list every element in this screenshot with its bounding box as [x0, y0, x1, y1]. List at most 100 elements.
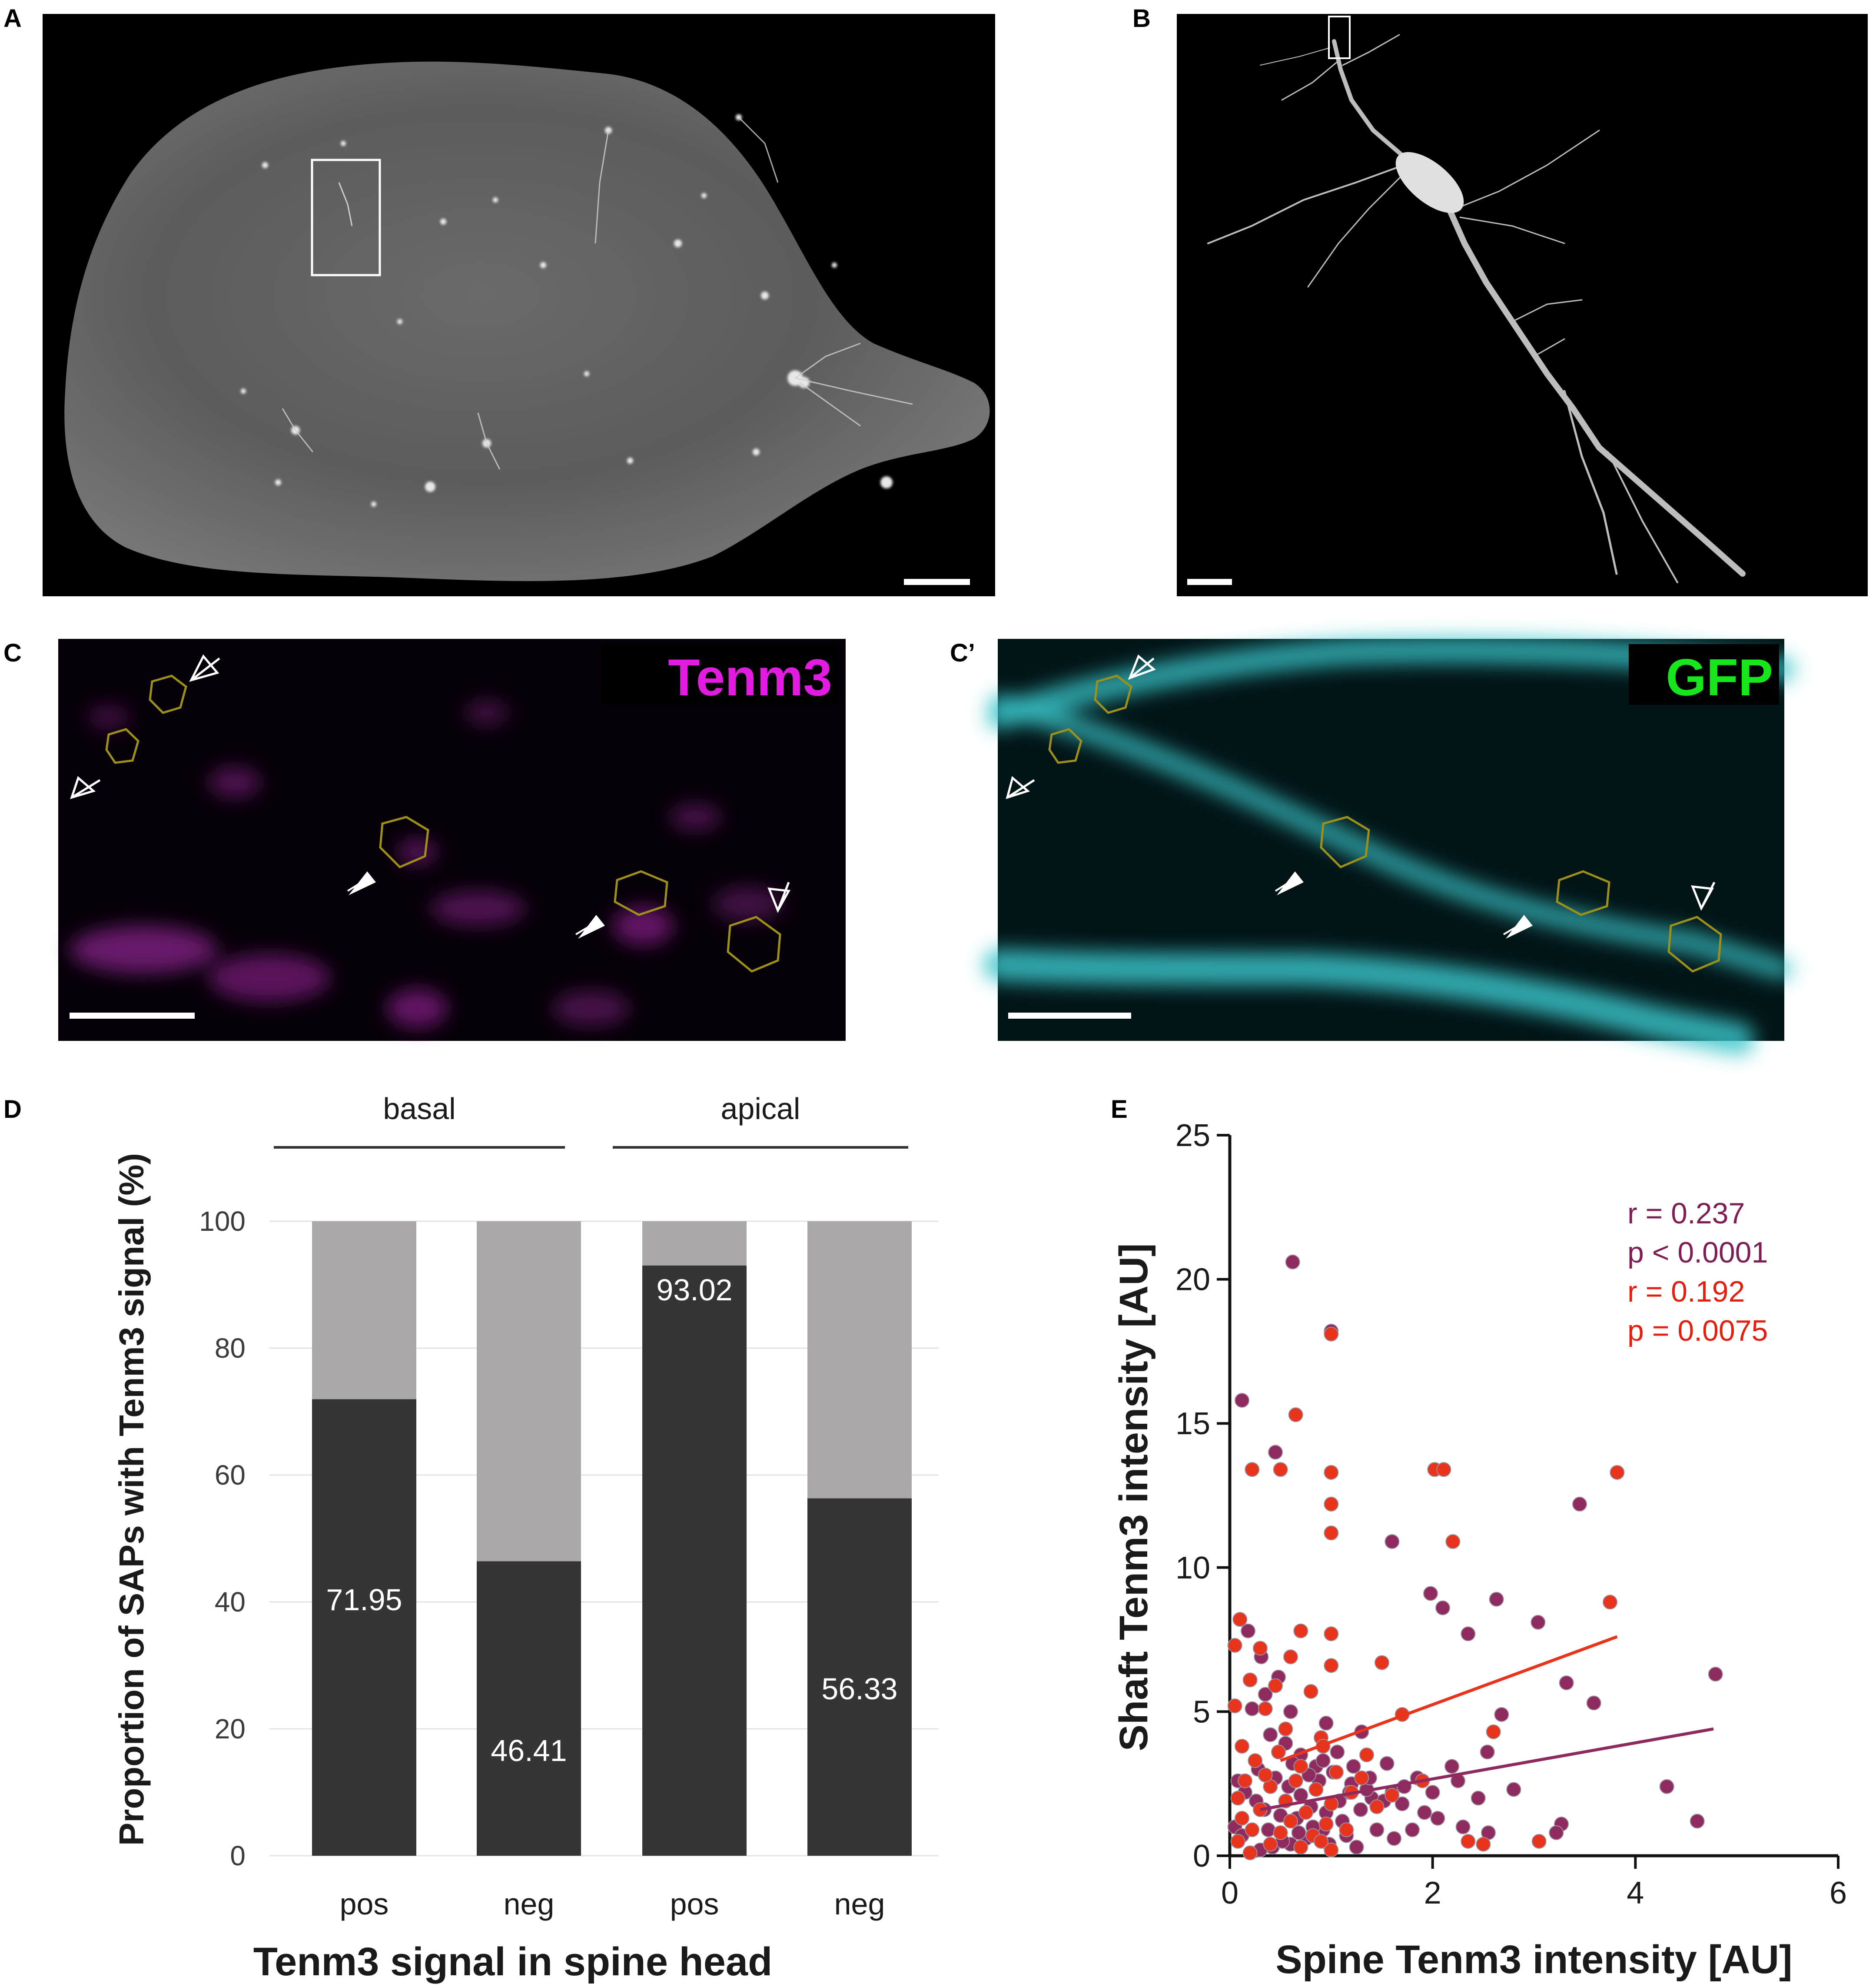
scale-bar-a — [904, 579, 970, 585]
fit-line-purple — [1260, 1727, 1714, 1811]
spine-roi-outlines — [105, 675, 781, 973]
y-tick-label: 100 — [199, 1206, 246, 1237]
x-axis-title: Spine Tenm3 intensity [AU] — [1275, 1937, 1792, 1982]
stat-annotation: p = 0.0075 — [1627, 1314, 1768, 1347]
chart-d: 0 20 40 60 80 100 basal apical 71.95 pos 46.41 neg 9… — [112, 1092, 939, 1984]
x-tick-label: pos — [670, 1887, 719, 1921]
scatter-point-red — [1242, 1672, 1258, 1688]
scatter-point-red — [1531, 1834, 1547, 1849]
scatter-point-purple — [1241, 1623, 1255, 1638]
bar-segment — [312, 1399, 416, 1856]
scatter-point-purple — [1659, 1779, 1674, 1794]
scatter-point-purple — [1405, 1822, 1420, 1837]
scatter-point-red — [1235, 1811, 1249, 1826]
scatter-point-purple — [1444, 1759, 1459, 1774]
scatter-point-red — [1273, 1825, 1288, 1840]
scatter-point-red — [1227, 1638, 1242, 1653]
bar-segment — [642, 1265, 747, 1856]
scatter-point-red — [1242, 1845, 1258, 1861]
scatter-point-red — [1248, 1753, 1263, 1768]
y-tick-label: 0 — [1193, 1839, 1210, 1874]
scatter-point-red — [1268, 1678, 1283, 1693]
scatter-point-red — [1354, 1770, 1369, 1785]
scatter-point-purple — [1461, 1626, 1476, 1641]
scale-bar-c-prime — [1008, 1013, 1131, 1019]
scatter-point-purple — [1425, 1785, 1440, 1800]
scatter-point-purple — [1549, 1825, 1564, 1840]
panel-label-b: B — [1132, 4, 1151, 33]
scatter-point-purple — [1455, 1819, 1471, 1834]
scatter-point-red — [1375, 1655, 1389, 1670]
scatter-point-red — [1324, 1465, 1339, 1480]
scatter-point-purple — [1708, 1667, 1723, 1682]
scatter-point-red — [1461, 1834, 1476, 1849]
scatter-point-purple — [1353, 1802, 1368, 1817]
scatter-point-red — [1235, 1738, 1249, 1754]
inset-box-a — [311, 159, 381, 276]
panel-c: C Tenm3 — [3, 639, 846, 1041]
panel-c-prime: C’ GFP — [950, 637, 1795, 1055]
scatter-point-red — [1445, 1534, 1461, 1549]
scatter-point-purple — [1471, 1791, 1486, 1806]
bar-value-label: 71.95 — [326, 1583, 402, 1617]
scatter-point-red — [1288, 1773, 1303, 1788]
scatter-point-red — [1230, 1791, 1245, 1806]
scatter-point-red — [1283, 1649, 1298, 1665]
scale-bar-b — [1187, 579, 1232, 585]
scatter-point-red — [1245, 1822, 1260, 1837]
x-tick-label: neg — [504, 1887, 554, 1921]
scatter-point-purple — [1318, 1715, 1334, 1731]
scatter-point-purple — [1330, 1744, 1345, 1760]
scatter-point-purple — [1346, 1759, 1361, 1774]
scatter-point-red — [1486, 1724, 1501, 1739]
neuron-soma — [1395, 152, 1464, 213]
scatter-point-red — [1369, 1799, 1385, 1814]
y-tick-label: 40 — [215, 1586, 246, 1618]
bar-remainder — [642, 1221, 747, 1266]
scatter-point-purple — [1480, 1744, 1495, 1760]
y-axis-title: Proportion of SAPs with Tenm3 signal (%) — [112, 1153, 151, 1846]
inset-box-b — [1328, 16, 1351, 59]
scatter-point-red — [1436, 1462, 1451, 1477]
scatter-point-red — [1263, 1837, 1278, 1852]
scatter-point-red — [1385, 1788, 1400, 1803]
scatter-point-red — [1238, 1773, 1252, 1788]
scatter-point-red — [1288, 1407, 1303, 1422]
scatter-point-red — [1476, 1837, 1491, 1852]
fit-line-red — [1280, 1635, 1618, 1762]
scatter-point-red — [1324, 1658, 1339, 1673]
y-tick-label: 20 — [1175, 1263, 1210, 1297]
scatter-point-purple — [1423, 1586, 1438, 1601]
panel-label-e: E — [1111, 1095, 1128, 1123]
scatter-point-purple — [1315, 1753, 1331, 1768]
bar-value-label: 56.33 — [821, 1672, 897, 1706]
chart-e: 0 5 10 15 20 25 0 2 4 6 r = 0.237 p < 0.0001 r = 0.1… — [1112, 1118, 1847, 1982]
scatter-point-purple — [1430, 1811, 1445, 1826]
scatter-point-red — [1227, 1698, 1242, 1714]
scatter-point-purple — [1494, 1707, 1509, 1722]
y-tick-label: 60 — [215, 1459, 246, 1491]
scatter-point-purple — [1235, 1393, 1249, 1408]
arrowheads-filled-gfp — [1275, 871, 1533, 939]
panel-c-background — [58, 639, 846, 1041]
y-tick-label: 25 — [1175, 1118, 1210, 1153]
bar-remainder — [807, 1221, 912, 1499]
panel-e: E 0 5 10 15 20 25 0 2 4 6 r = 0.237 p < 0.0001 r = 0… — [1111, 1095, 1847, 1982]
neuron-dendrites — [1207, 34, 1746, 583]
scatter-point-purple — [1258, 1687, 1273, 1702]
scatter-point-red — [1324, 1326, 1339, 1342]
bar-value-label: 93.02 — [656, 1273, 732, 1307]
channel-label-tenm3: Tenm3 — [668, 648, 832, 707]
spine-roi-outlines-gfp — [1048, 675, 1722, 973]
tenm3-signal — [70, 701, 782, 1028]
x-tick-label: 4 — [1627, 1876, 1644, 1911]
scatter-point-red — [1603, 1595, 1617, 1610]
y-tick-label: 15 — [1175, 1406, 1210, 1441]
scatter-point-red — [1308, 1782, 1324, 1797]
scatter-point-red — [1324, 1842, 1339, 1857]
inset-neurite-a — [338, 182, 353, 226]
y-axis-title: Shaft Tenm3 intensity [AU] — [1112, 1243, 1156, 1751]
y-tick-label: 10 — [1175, 1551, 1210, 1585]
scatter-point-red — [1314, 1834, 1328, 1849]
